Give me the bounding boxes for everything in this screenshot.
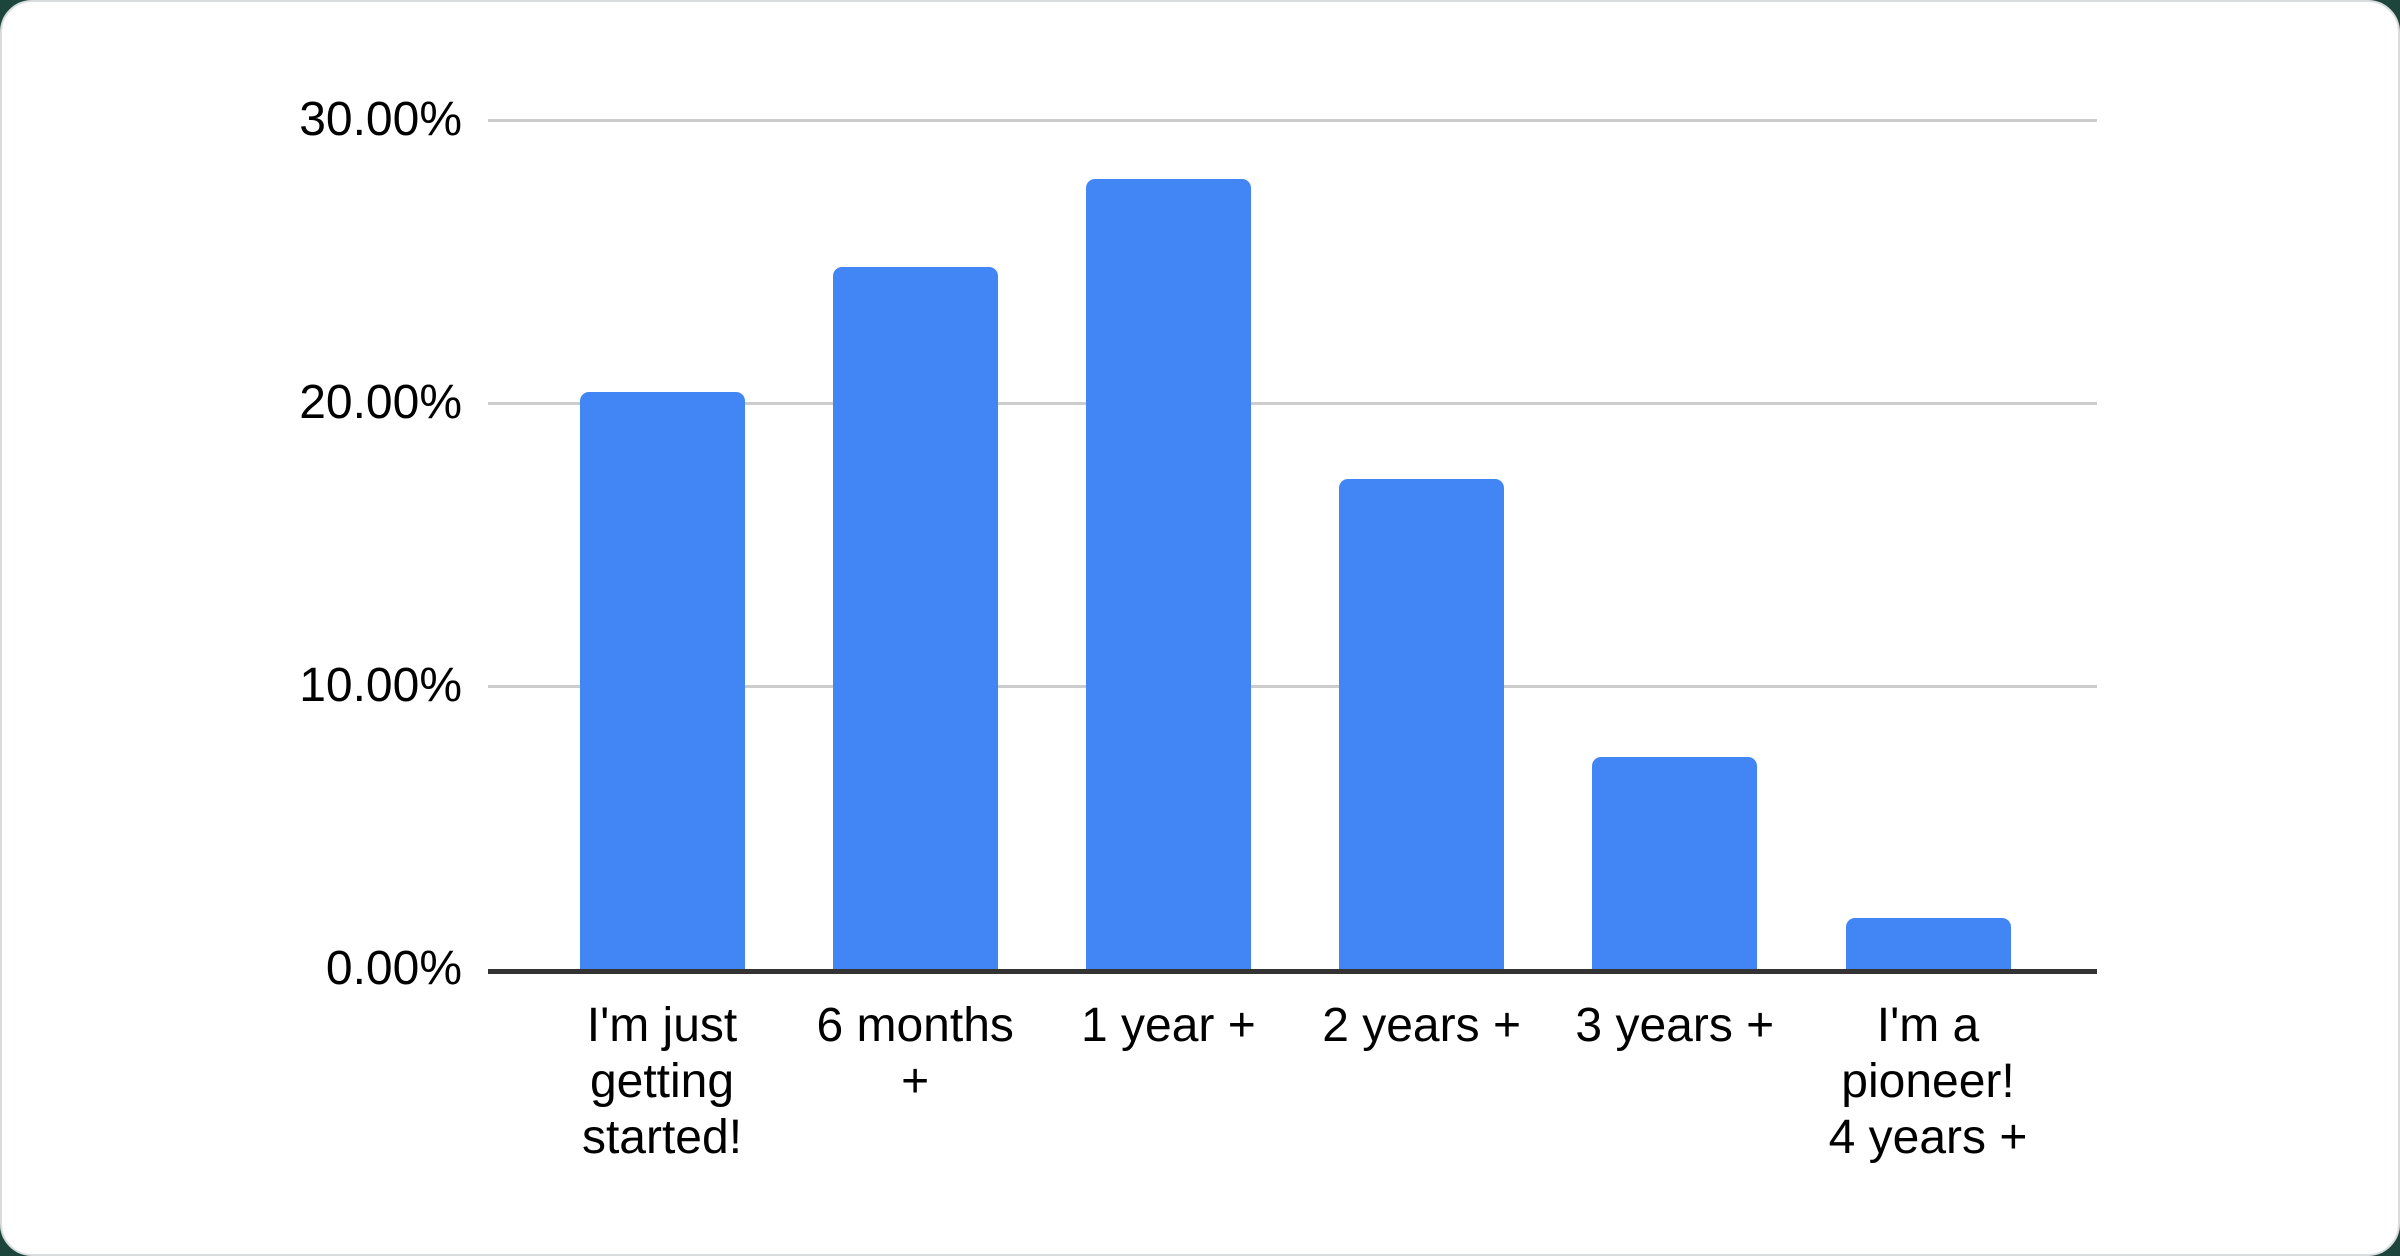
x-axis-category-label: 2 years + [1322,999,1521,1052]
bar-2[interactable] [832,267,998,969]
bar-4[interactable] [1339,479,1505,969]
bar-3[interactable] [1085,179,1251,969]
x-axis-line [488,969,2097,974]
x-axis-category-label: I'm just getting started! [581,999,743,1164]
bar-1[interactable] [579,391,745,969]
gridline-10 [488,684,2097,688]
y-axis-tick-label: 20.00% [299,376,462,429]
x-axis-category-label: 6 months + [816,999,1014,1108]
gridline-30 [488,118,2097,122]
gridline-20 [488,401,2097,405]
y-axis-tick-label: 10.00% [299,659,462,712]
x-axis-category-label: I'm a pioneer! 4 years + [1828,999,2028,1164]
x-axis-category-label: 3 years + [1575,999,1775,1052]
bar-5[interactable] [1592,756,1758,969]
y-axis-tick-label: 30.00% [299,93,462,146]
bar-6[interactable] [1845,918,2011,969]
y-axis-tick-label: 0.00% [325,942,462,995]
x-axis-category-label: 1 year + [1081,999,1256,1052]
